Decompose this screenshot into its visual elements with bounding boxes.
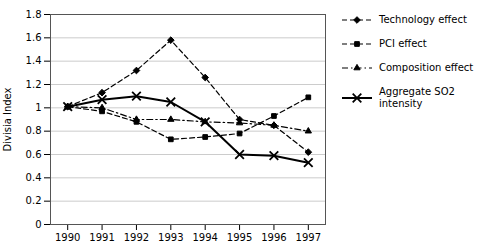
html-text:PCI effect: PCI effect	[379, 38, 427, 49]
svg-text:1990: 1990	[55, 232, 80, 243]
html-text:Aggregate SO2 intensity: Aggregate SO2 intensity	[379, 86, 455, 109]
svg-text:1997: 1997	[296, 232, 321, 243]
svg-text:0.2: 0.2	[26, 195, 42, 206]
svg-text:1994: 1994	[192, 232, 217, 243]
svg-text:0.8: 0.8	[26, 125, 42, 136]
svg-text:1996: 1996	[261, 232, 286, 243]
svg-text:1995: 1995	[227, 232, 252, 243]
svg-text:1993: 1993	[158, 232, 183, 243]
svg-text:1: 1	[35, 102, 41, 113]
svg-text:1.8: 1.8	[26, 9, 42, 20]
svg-text:0.4: 0.4	[26, 172, 42, 183]
svg-text:Divisia Index: Divisia Index	[2, 87, 13, 151]
svg-text:1991: 1991	[89, 232, 114, 243]
html-text:Composition effect: Composition effect	[379, 62, 474, 73]
svg-text:0.6: 0.6	[26, 149, 42, 160]
svg-text:1.4: 1.4	[26, 55, 42, 66]
svg-text:0: 0	[35, 219, 41, 230]
svg-text:1.6: 1.6	[26, 32, 42, 43]
svg-text:1992: 1992	[124, 232, 149, 243]
html-text:Technology effect: Technology effect	[379, 14, 467, 25]
svg-text:1.2: 1.2	[26, 79, 42, 90]
